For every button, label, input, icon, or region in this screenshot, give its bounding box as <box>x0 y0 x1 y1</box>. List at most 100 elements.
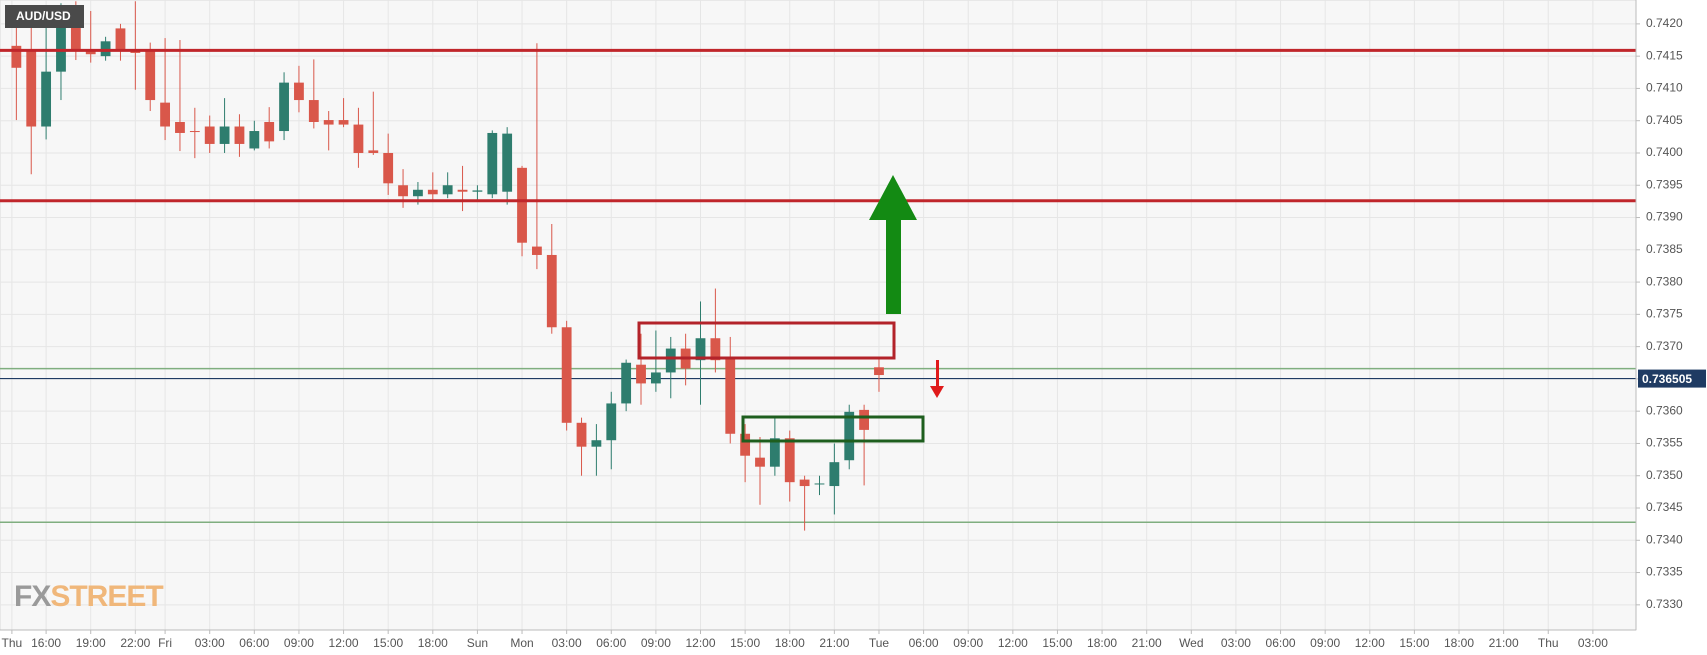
last-price-badge <box>1638 369 1706 388</box>
x-tick-label: 06:00 <box>596 636 626 650</box>
candle-body <box>769 438 780 467</box>
up-arrow-head <box>869 175 917 220</box>
x-tick-label: Wed <box>1179 636 1203 650</box>
down-arrow-head <box>930 386 944 398</box>
y-tick-label: 0.7350 <box>1646 468 1683 482</box>
x-tick-label: 06:00 <box>1266 636 1296 650</box>
candle-body <box>517 167 527 243</box>
candle-body <box>487 132 498 195</box>
chart-title: AUD/USD <box>16 9 71 23</box>
x-tick-label: 21:00 <box>819 636 849 650</box>
candle-body <box>472 190 483 192</box>
x-tick-label: 15:00 <box>373 636 403 650</box>
candle-body <box>41 71 52 127</box>
candle-body <box>621 362 632 404</box>
x-tick-label: 09:00 <box>641 636 671 650</box>
y-tick-label: 0.7405 <box>1646 113 1683 127</box>
candle-body <box>219 126 230 144</box>
candle-body <box>442 185 453 195</box>
watermark: FXSTREET <box>14 580 163 613</box>
watermark-left: FX <box>14 580 51 613</box>
y-tick-label: 0.7400 <box>1646 145 1683 159</box>
candle-body <box>294 82 304 101</box>
x-tick-label: 18:00 <box>418 636 448 650</box>
annotations <box>637 175 944 443</box>
up-arrow-shaft <box>886 219 901 314</box>
down-arrow-shaft <box>936 360 939 388</box>
candle-body <box>11 45 22 68</box>
x-tick-label: 16:00 <box>31 636 61 650</box>
x-tick-label: 03:00 <box>1578 636 1608 650</box>
plot-area <box>0 0 1637 631</box>
candle-body <box>56 23 66 72</box>
candle-body <box>531 246 542 255</box>
x-tick-label: 06:00 <box>909 636 939 650</box>
candle-body <box>710 338 721 361</box>
candle-body <box>427 189 438 195</box>
x-tick-label: Fri <box>158 636 172 650</box>
candle-body <box>725 357 736 434</box>
x-tick-label: 12:00 <box>329 636 359 650</box>
candle-body <box>695 338 706 361</box>
y-tick-label: 0.7395 <box>1646 177 1683 191</box>
x-tick-label: 09:00 <box>953 636 983 650</box>
x-tick-label: 15:00 <box>1399 636 1429 650</box>
support-box <box>741 415 925 443</box>
candle-body <box>353 124 364 153</box>
x-tick-label: 09:00 <box>284 636 314 650</box>
candle-body <box>829 462 840 487</box>
candle-body <box>100 41 111 57</box>
x-tick-label: 18:00 <box>775 636 805 650</box>
candle-body <box>784 438 795 483</box>
x-tick-label: 03:00 <box>1221 636 1251 650</box>
candle-body <box>308 100 319 122</box>
candle-body <box>26 50 37 127</box>
x-tick-label: 18:00 <box>1444 636 1474 650</box>
candle-body <box>85 49 96 55</box>
x-tick-label: 03:00 <box>195 636 225 650</box>
symbol-badge <box>5 5 84 28</box>
candle-body <box>859 409 870 430</box>
candle-body <box>368 150 379 153</box>
x-tick-label: Thu <box>1538 636 1559 650</box>
x-tick-label: 03:00 <box>552 636 582 650</box>
x-tick-label: 12:00 <box>685 636 715 650</box>
candle-body <box>264 121 275 142</box>
candle-body <box>606 403 617 441</box>
x-tick-label: 15:00 <box>1042 636 1072 650</box>
candle-body <box>665 348 676 373</box>
y-tick-label: 0.7370 <box>1646 339 1683 353</box>
candle-body <box>175 121 185 133</box>
y-tick-label: 0.7360 <box>1646 403 1683 417</box>
candle-body <box>383 152 394 184</box>
candle-body <box>160 102 170 127</box>
x-tick-label: 21:00 <box>1489 636 1519 650</box>
x-tick-label: 15:00 <box>730 636 760 650</box>
last-price-label: 0.736505 <box>1642 372 1692 386</box>
candle-body <box>874 367 884 376</box>
candle-body <box>636 364 646 384</box>
y-tick-label: 0.7390 <box>1646 210 1683 224</box>
candle-body <box>115 28 126 50</box>
candle-body <box>413 189 423 197</box>
candle-body <box>338 120 349 125</box>
candle-body <box>576 422 587 447</box>
x-tick-label: Tue <box>869 636 890 650</box>
candle-body <box>591 440 602 447</box>
candle-body <box>502 133 513 192</box>
candle-body <box>755 457 765 467</box>
candle-body <box>799 479 810 487</box>
y-tick-label: 0.7420 <box>1646 16 1683 30</box>
y-tick-label: 0.7375 <box>1646 307 1683 321</box>
x-tick-label: Sun <box>467 636 488 650</box>
candle-body <box>234 126 245 144</box>
x-tick-label: 21:00 <box>1132 636 1162 650</box>
x-tick-label: 18:00 <box>1087 636 1117 650</box>
candle-body <box>249 131 260 149</box>
candle-body <box>546 254 557 328</box>
overlay: 0.7330 0.7335 0.7340 0.7345 0.7350 0.7355 0.73… <box>2 16 1706 650</box>
candle-body <box>145 49 156 101</box>
x-tick-label: 12:00 <box>1355 636 1385 650</box>
candle-body <box>398 185 408 197</box>
